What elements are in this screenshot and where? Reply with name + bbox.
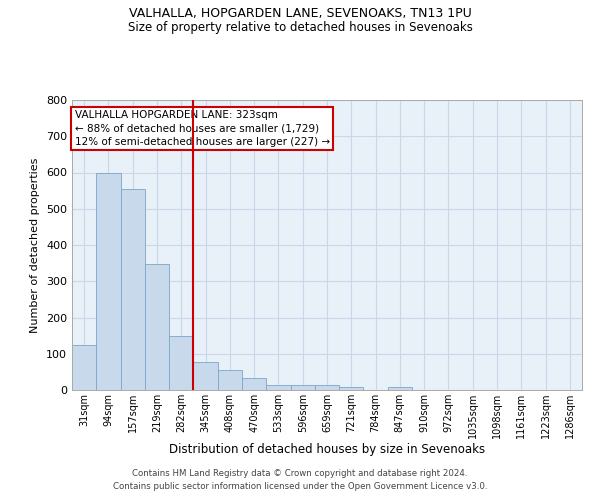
Bar <box>266 384 290 390</box>
Bar <box>72 344 96 390</box>
Bar <box>315 386 339 390</box>
Bar <box>242 378 266 390</box>
Text: Distribution of detached houses by size in Sevenoaks: Distribution of detached houses by size … <box>169 442 485 456</box>
Bar <box>169 336 193 390</box>
Bar <box>218 370 242 390</box>
Bar <box>388 387 412 390</box>
Bar <box>121 189 145 390</box>
Y-axis label: Number of detached properties: Number of detached properties <box>31 158 40 332</box>
Text: Contains HM Land Registry data © Crown copyright and database right 2024.: Contains HM Land Registry data © Crown c… <box>132 468 468 477</box>
Text: VALHALLA HOPGARDEN LANE: 323sqm
← 88% of detached houses are smaller (1,729)
12%: VALHALLA HOPGARDEN LANE: 323sqm ← 88% of… <box>74 110 329 146</box>
Text: Size of property relative to detached houses in Sevenoaks: Size of property relative to detached ho… <box>128 21 472 34</box>
Bar <box>145 264 169 390</box>
Text: VALHALLA, HOPGARDEN LANE, SEVENOAKS, TN13 1PU: VALHALLA, HOPGARDEN LANE, SEVENOAKS, TN1… <box>128 8 472 20</box>
Bar <box>339 388 364 390</box>
Text: Contains public sector information licensed under the Open Government Licence v3: Contains public sector information licen… <box>113 482 487 491</box>
Bar <box>193 362 218 390</box>
Bar <box>96 172 121 390</box>
Bar <box>290 386 315 390</box>
